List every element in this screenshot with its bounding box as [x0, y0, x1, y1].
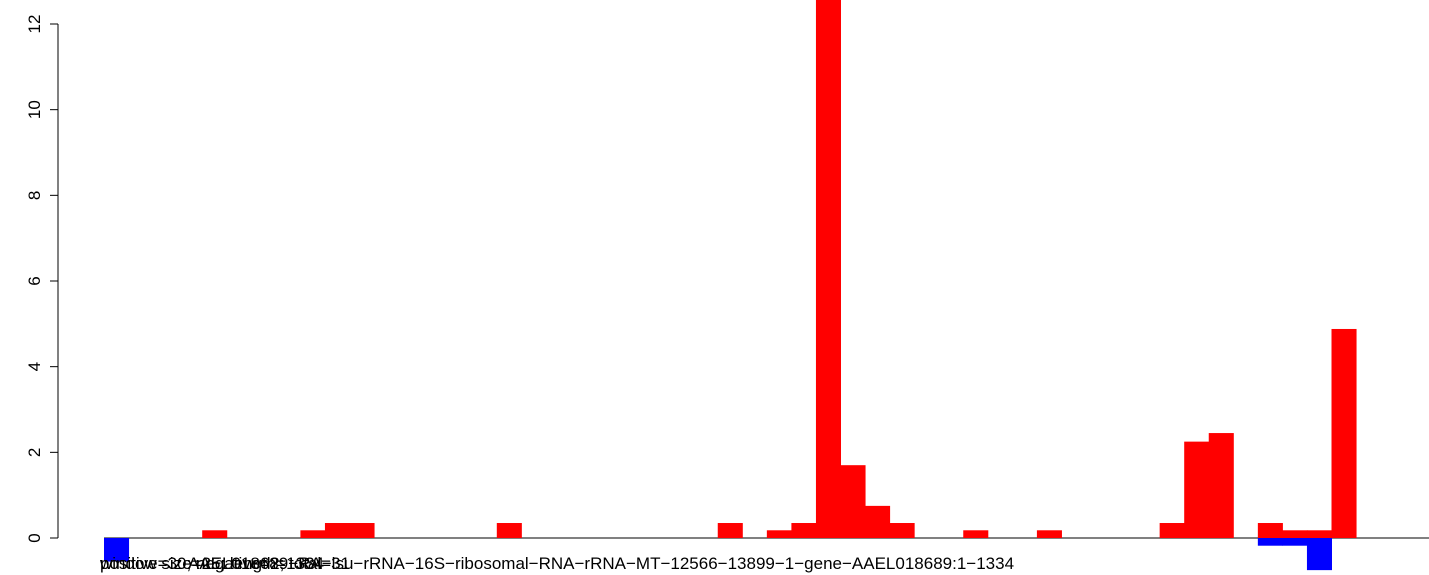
bar: [865, 505, 891, 538]
bar: [815, 0, 841, 538]
bar: [840, 465, 866, 538]
y-tick-label: 4: [25, 362, 44, 371]
bar: [202, 530, 228, 538]
y-tick-label: 6: [25, 276, 44, 285]
bar: [1159, 523, 1185, 538]
x-label: window size=25; length=1334: [99, 554, 324, 573]
bar: [496, 523, 522, 538]
bar: [1257, 538, 1283, 546]
bar: [324, 523, 350, 538]
bar: [1282, 530, 1308, 538]
y-tick-label: 0: [25, 533, 44, 542]
bar: [717, 523, 743, 538]
bar: [349, 523, 375, 538]
bar: [1257, 523, 1283, 538]
bar: [300, 530, 326, 538]
y-tick-label: 12: [25, 15, 44, 34]
bar: [104, 538, 130, 562]
x-label: AAEL018689−RA−lsu−rRNA−16S−ribosomal−RNA…: [188, 554, 1014, 573]
bar: [766, 530, 792, 538]
bar: [889, 523, 915, 538]
y-tick-label: 2: [25, 448, 44, 457]
bar: [1331, 328, 1357, 538]
bar: [1208, 433, 1234, 538]
bar: [1184, 441, 1210, 538]
bar: [1306, 530, 1332, 538]
x-label: positive=30; negative=2; total=31: [100, 554, 350, 573]
y-tick-label: 8: [25, 191, 44, 200]
bar: [1282, 538, 1308, 546]
bar: [1306, 538, 1332, 571]
bar: [791, 523, 817, 538]
y-tick-label: 10: [25, 100, 44, 119]
bar: [1036, 530, 1062, 538]
bar: [963, 530, 989, 538]
